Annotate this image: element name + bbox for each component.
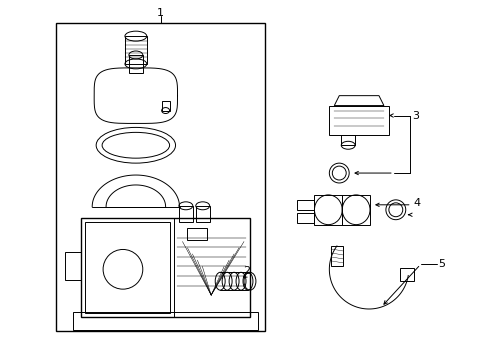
- Bar: [162, 100, 169, 111]
- Bar: [179, 206, 192, 222]
- Bar: [56, 23, 264, 331]
- Bar: [296, 213, 314, 223]
- Bar: [65, 252, 81, 280]
- Bar: [81, 218, 249, 317]
- Text: 5: 5: [438, 259, 445, 269]
- Bar: [330, 246, 342, 266]
- Text: 4: 4: [413, 198, 420, 208]
- Bar: [328, 105, 388, 135]
- Text: 2: 2: [243, 266, 250, 276]
- Bar: [195, 206, 209, 222]
- Text: 1: 1: [157, 8, 164, 18]
- Bar: [129, 55, 142, 73]
- Bar: [400, 267, 413, 282]
- Bar: [124, 36, 146, 64]
- Bar: [296, 200, 314, 210]
- Bar: [73, 312, 257, 330]
- Bar: [341, 135, 354, 145]
- Bar: [85, 222, 169, 313]
- Text: 3: 3: [411, 111, 418, 121]
- Bar: [314, 195, 342, 225]
- Bar: [342, 195, 369, 225]
- Bar: [187, 228, 207, 239]
